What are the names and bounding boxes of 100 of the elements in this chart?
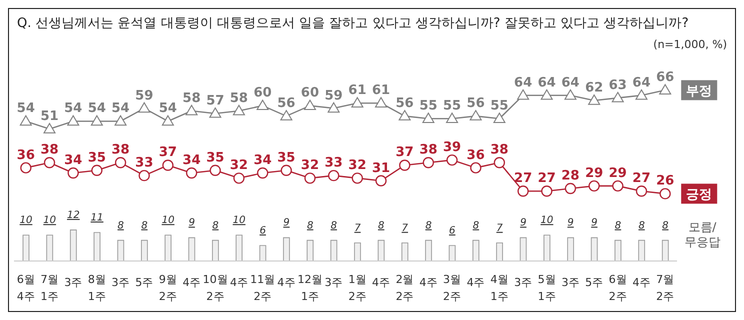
point [446,154,458,166]
data-label: 55 [490,98,508,114]
bar [236,234,243,262]
x-tick-label: 6월 4주 [16,273,35,303]
bar [590,237,598,262]
data-label: 10 [20,215,32,226]
data-label: 8 [425,220,432,232]
data-label: 36 [466,148,485,163]
x-tick-label: 3주 [561,276,580,289]
bar [22,234,30,262]
data-label: 37 [158,145,177,160]
data-label: 29 [608,166,627,181]
data-label: 36 [16,148,35,163]
x-tick-label: 7월 1주 [40,273,59,303]
point [375,175,387,186]
bar [425,240,432,262]
point [636,186,648,197]
data-label: 35 [206,150,224,166]
data-label: 55 [419,98,438,114]
x-tick-label: 4주 [632,276,650,289]
data-label: 6 [260,225,266,236]
bar [330,240,338,262]
data-label: 32 [230,158,248,174]
point [114,115,127,126]
data-label: 60 [300,86,320,101]
point [256,100,269,110]
data-label: 8 [306,220,314,232]
point [517,89,530,100]
x-tick-label: 6월 2주 [608,273,627,303]
x-tick-label: 2월 2주 [396,273,414,303]
bar [662,240,669,262]
data-label: 32 [348,158,366,174]
x-tick-label: 12월 1주 [297,273,322,303]
bar [117,240,124,262]
x-tick-label: 4주 [182,276,201,289]
point [422,112,434,123]
x-tick-label: 3주 [64,276,82,289]
point [659,84,672,95]
series-label: 부정 [686,84,712,100]
point [304,100,316,110]
data-label: 35 [88,150,106,166]
series-label: 모름/무응답 [683,220,722,250]
data-label: 38 [112,142,130,158]
bar [496,242,503,262]
data-label: 64 [514,75,532,90]
point [588,180,600,192]
bar [544,234,550,262]
point [186,167,198,179]
data-label: 66 [656,70,674,86]
data-label: 9 [567,218,574,229]
x-tick-label: 1월 2주 [348,273,366,303]
point [660,188,671,200]
point [612,180,624,192]
data-label: 33 [135,156,154,171]
data-label: 54 [112,101,130,116]
data-label: 64 [561,75,580,90]
bar [378,240,385,262]
bar [401,242,408,262]
data-label: 8 [141,220,148,232]
data-label: 10 [43,215,56,226]
data-label: 9 [591,218,598,229]
bar [188,237,196,262]
data-label: 6 [449,225,456,236]
x-tick-label: 4주 [230,276,248,289]
bar [567,237,574,262]
data-label: 58 [182,90,201,106]
point [20,162,32,174]
bar [94,232,100,262]
x-tick-label: 3주 [514,276,532,289]
point [398,110,411,120]
x-tick-label: 8월 1주 [88,273,106,303]
x-tick-label: 7월 2주 [656,273,674,303]
data-label: 34 [182,152,201,168]
data-label: 9 [188,218,195,229]
data-label: 62 [585,80,604,96]
data-label: 38 [419,142,438,158]
point [612,92,624,102]
data-label: 63 [608,78,627,93]
data-label: 28 [561,168,580,184]
point [280,164,292,176]
point [635,89,648,100]
point [328,170,340,182]
data-label: 54 [88,101,106,116]
point [233,172,245,184]
data-label: 56 [277,96,296,112]
data-label: 57 [206,93,224,108]
data-label: 59 [135,88,154,104]
point [90,115,103,126]
point [351,97,364,108]
x-tick-label: 4월 1주 [490,273,508,303]
point [470,162,482,174]
data-label: 33 [324,156,343,171]
data-label: 54 [158,101,177,116]
point [114,157,126,168]
data-label: 9 [283,218,290,229]
point [352,172,363,184]
bar [354,242,361,262]
data-label: 8 [212,220,219,232]
x-tick-label: 4주 [466,276,485,289]
bar [448,245,456,262]
